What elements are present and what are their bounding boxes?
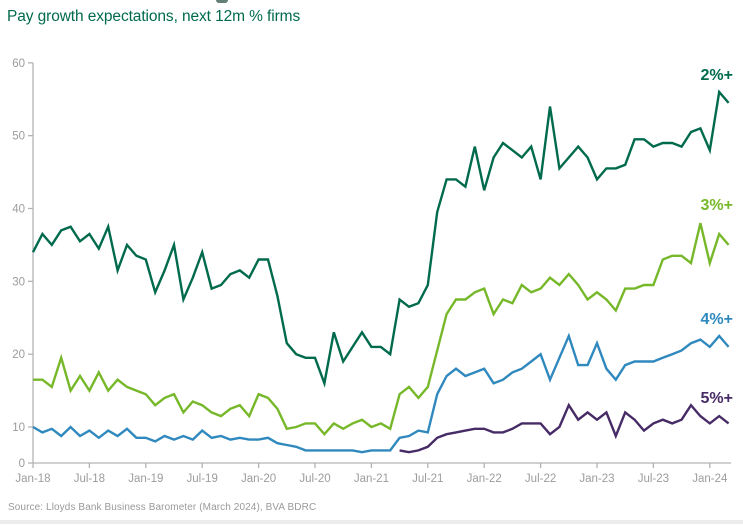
series-line-2 [31,89,730,388]
chart-title: Pay growth expectations, next 12m % firm… [7,8,301,25]
bottom-divider [0,520,743,524]
source-note: Source: Lloyds Bank Business Barometer (… [8,502,317,513]
x-tick-label: Jan-22 [467,473,502,485]
series-line-4 [32,332,730,454]
series-label-5: 5%+ [701,390,733,407]
x-tick-label: Jan-18 [15,473,50,485]
x-tick-label: Jan-20 [241,473,276,485]
y-tick-label: 0 [19,458,25,470]
series-label-3: 3%+ [701,197,733,214]
x-tick-label: Jan-24 [692,473,728,485]
series-line-5 [399,402,730,454]
y-tick-label: 50 [12,131,25,143]
y-tick-label: 20 [12,349,25,361]
y-tick-label: 30 [12,276,25,288]
series-label-2: 2%+ [701,67,733,84]
cropped-text-fragment [216,0,228,3]
x-tick-label: Jul-21 [412,473,443,485]
x-tick-label: Jul-22 [525,473,556,485]
series-label-4: 4%+ [701,311,733,328]
series-line-3 [33,222,730,437]
x-tick-label: Jul-23 [638,473,669,485]
x-tick-label: Jan-21 [354,473,389,485]
y-tick-label: 60 [12,58,25,70]
pay-growth-line-chart: 0 10 20 30 40 50 60 Jan-18 Jul-18 Jan-19 Jul-19 Jan… [12,58,733,485]
x-tick-label: Jul-20 [299,473,330,485]
x-tick-label: Jul-19 [187,473,218,485]
x-tick-label: Jan-19 [128,473,163,485]
x-tick-label: Jan-23 [579,473,614,485]
y-tick-label: 40 [12,204,25,216]
x-tick-label: Jul-18 [74,473,105,485]
y-tick-label: 10 [12,422,25,434]
